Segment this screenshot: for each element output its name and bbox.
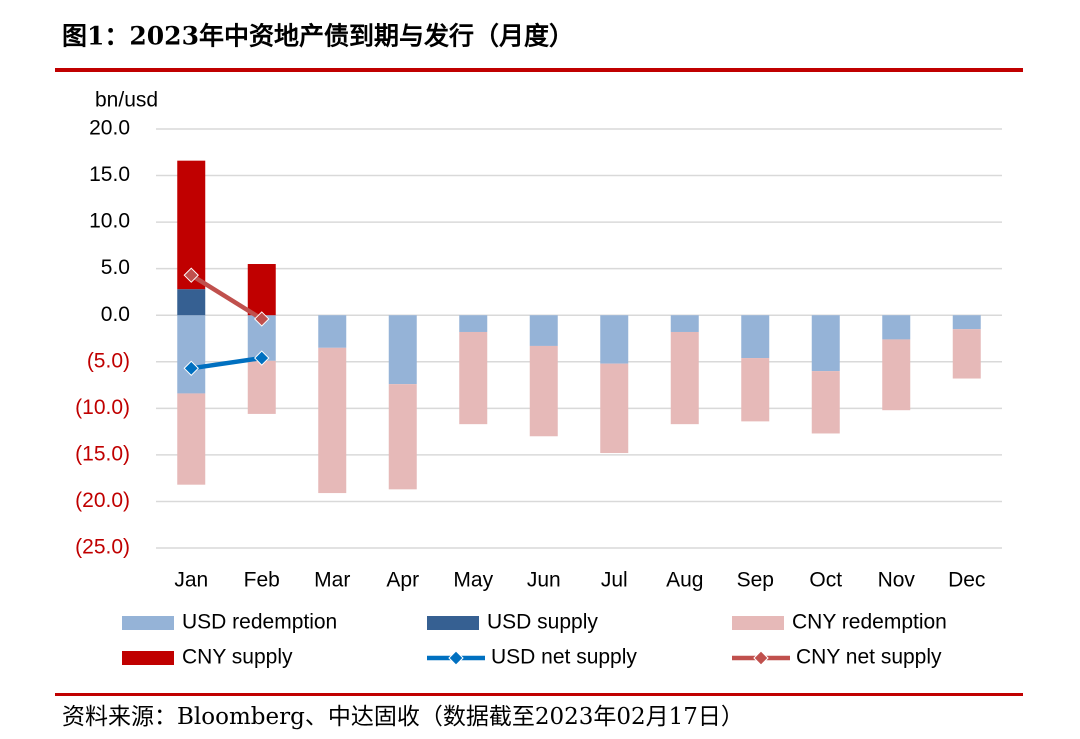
- x-tick-label: Aug: [666, 569, 703, 592]
- legend-swatch: [122, 651, 174, 665]
- legend-swatch: [753, 650, 769, 666]
- x-tick-label: Dec: [948, 569, 985, 592]
- line-marker: [254, 311, 270, 327]
- bar: [177, 393, 206, 485]
- legend-label: CNY net supply: [796, 646, 942, 669]
- bar: [318, 347, 347, 494]
- y-tick-label: (15.0): [75, 442, 130, 465]
- bar: [741, 315, 770, 359]
- x-tick-label: Jan: [174, 569, 208, 592]
- line: [190, 273, 263, 321]
- bar: [247, 360, 276, 414]
- legend-label: USD redemption: [182, 611, 337, 634]
- footer-rule: [55, 693, 1023, 696]
- bar: [741, 358, 770, 422]
- bar: [811, 315, 840, 372]
- bar: [529, 345, 558, 437]
- bar: [952, 315, 981, 330]
- x-tick-label: Nov: [878, 569, 916, 592]
- line: [190, 355, 263, 371]
- bar: [388, 315, 417, 385]
- bar: [459, 315, 488, 332]
- line-marker: [183, 360, 199, 377]
- legend-label: CNY redemption: [792, 611, 947, 634]
- bar: [670, 331, 699, 425]
- y-tick-label: 20.0: [89, 117, 130, 140]
- y-tick-label: 0.0: [101, 303, 130, 326]
- y-tick-label: (20.0): [75, 489, 130, 512]
- y-tick-label: (10.0): [75, 396, 130, 419]
- bar: [811, 371, 840, 434]
- x-tick-label: Mar: [314, 569, 350, 592]
- bar: [177, 289, 206, 316]
- chart-title: 图1：2023年中资地产债到期与发行（月度）: [62, 22, 574, 51]
- bar: [882, 339, 911, 411]
- bar: [318, 315, 347, 348]
- y-tick-label: (25.0): [75, 536, 130, 559]
- y-tick-label: 5.0: [101, 256, 130, 279]
- y-tick-label: 15.0: [89, 163, 130, 186]
- legend-label: USD supply: [487, 611, 598, 634]
- header-rule: [55, 68, 1023, 72]
- legend-swatch: [732, 616, 784, 630]
- bar: [882, 315, 911, 340]
- legend-swatch: [122, 616, 174, 630]
- bar: [600, 363, 629, 454]
- y-tick-label: 10.0: [89, 210, 130, 233]
- legend-label: USD net supply: [491, 646, 637, 669]
- x-tick-label: Apr: [386, 569, 419, 592]
- x-tick-label: Oct: [809, 569, 842, 592]
- bar: [177, 315, 206, 394]
- legend-label: CNY supply: [182, 646, 293, 669]
- bar: [247, 264, 276, 316]
- bar: [459, 331, 488, 425]
- bar: [670, 315, 699, 332]
- legend-swatch: [448, 650, 464, 666]
- source-note: 资料来源：Bloomberg、中达固收（数据截至2023年02月17日）: [62, 704, 744, 730]
- x-tick-label: Sep: [737, 569, 774, 592]
- bar: [600, 315, 629, 364]
- line-marker: [254, 350, 270, 366]
- bar: [529, 315, 558, 346]
- bar: [388, 384, 417, 490]
- y-tick-label: (5.0): [87, 349, 130, 372]
- legend-swatch: [427, 616, 479, 630]
- bar: [952, 329, 981, 379]
- x-tick-label: Feb: [244, 569, 280, 592]
- y-axis-label: bn/usd: [95, 89, 158, 112]
- line-marker: [183, 267, 199, 283]
- x-tick-label: Jul: [601, 569, 628, 592]
- x-tick-label: Jun: [527, 569, 561, 592]
- x-tick-label: May: [453, 569, 493, 592]
